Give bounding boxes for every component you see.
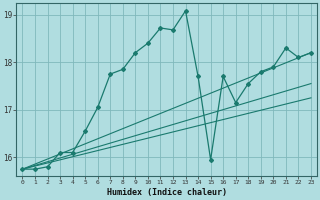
X-axis label: Humidex (Indice chaleur): Humidex (Indice chaleur) [107,188,227,197]
